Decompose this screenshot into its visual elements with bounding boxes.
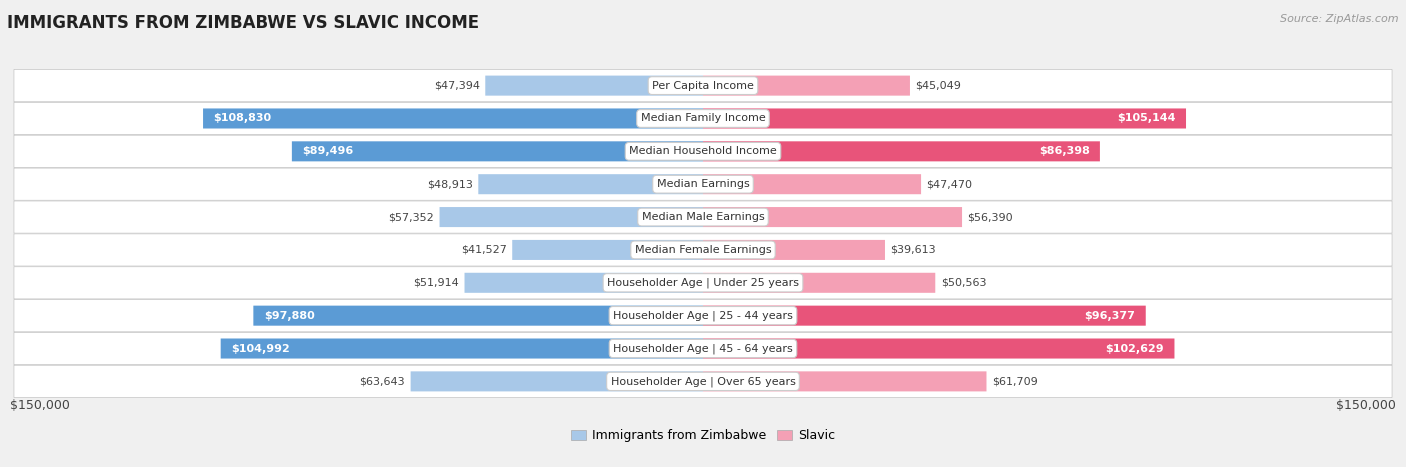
FancyBboxPatch shape — [703, 305, 1146, 325]
Legend: Immigrants from Zimbabwe, Slavic: Immigrants from Zimbabwe, Slavic — [567, 425, 839, 447]
FancyBboxPatch shape — [485, 76, 703, 96]
Text: $51,914: $51,914 — [413, 278, 458, 288]
FancyBboxPatch shape — [478, 174, 703, 194]
Text: $150,000: $150,000 — [1336, 398, 1396, 411]
FancyBboxPatch shape — [703, 174, 921, 194]
Text: IMMIGRANTS FROM ZIMBABWE VS SLAVIC INCOME: IMMIGRANTS FROM ZIMBABWE VS SLAVIC INCOM… — [7, 14, 479, 32]
FancyBboxPatch shape — [14, 299, 1392, 332]
Text: Median Female Earnings: Median Female Earnings — [634, 245, 772, 255]
Text: $47,470: $47,470 — [927, 179, 973, 189]
FancyBboxPatch shape — [703, 371, 987, 391]
Text: $56,390: $56,390 — [967, 212, 1014, 222]
FancyBboxPatch shape — [202, 108, 703, 128]
FancyBboxPatch shape — [512, 240, 703, 260]
Text: $57,352: $57,352 — [388, 212, 434, 222]
FancyBboxPatch shape — [703, 108, 1187, 128]
Text: $41,527: $41,527 — [461, 245, 506, 255]
FancyBboxPatch shape — [464, 273, 703, 293]
Text: $61,709: $61,709 — [993, 376, 1038, 386]
FancyBboxPatch shape — [221, 339, 703, 359]
FancyBboxPatch shape — [253, 305, 703, 325]
Text: Householder Age | 25 - 44 years: Householder Age | 25 - 44 years — [613, 311, 793, 321]
Text: $104,992: $104,992 — [231, 344, 290, 354]
FancyBboxPatch shape — [703, 142, 1099, 162]
FancyBboxPatch shape — [14, 70, 1392, 102]
Text: Householder Age | 45 - 64 years: Householder Age | 45 - 64 years — [613, 343, 793, 354]
Text: $97,880: $97,880 — [264, 311, 315, 321]
FancyBboxPatch shape — [292, 142, 703, 162]
Text: $63,643: $63,643 — [360, 376, 405, 386]
FancyBboxPatch shape — [14, 102, 1392, 134]
FancyBboxPatch shape — [703, 339, 1174, 359]
Text: $102,629: $102,629 — [1105, 344, 1164, 354]
Text: $45,049: $45,049 — [915, 81, 962, 91]
Text: Per Capita Income: Per Capita Income — [652, 81, 754, 91]
FancyBboxPatch shape — [440, 207, 703, 227]
Text: $150,000: $150,000 — [10, 398, 70, 411]
Text: $47,394: $47,394 — [434, 81, 479, 91]
FancyBboxPatch shape — [14, 333, 1392, 365]
Text: $48,913: $48,913 — [427, 179, 472, 189]
Text: Median Household Income: Median Household Income — [628, 146, 778, 156]
Text: $86,398: $86,398 — [1039, 146, 1090, 156]
Text: $39,613: $39,613 — [890, 245, 936, 255]
Text: Householder Age | Over 65 years: Householder Age | Over 65 years — [610, 376, 796, 387]
FancyBboxPatch shape — [14, 135, 1392, 168]
Text: $50,563: $50,563 — [941, 278, 986, 288]
Text: Householder Age | Under 25 years: Householder Age | Under 25 years — [607, 277, 799, 288]
Text: $96,377: $96,377 — [1084, 311, 1136, 321]
Text: $105,144: $105,144 — [1118, 113, 1175, 123]
FancyBboxPatch shape — [14, 201, 1392, 233]
Text: Median Earnings: Median Earnings — [657, 179, 749, 189]
FancyBboxPatch shape — [14, 365, 1392, 397]
FancyBboxPatch shape — [14, 267, 1392, 299]
Text: Median Family Income: Median Family Income — [641, 113, 765, 123]
FancyBboxPatch shape — [14, 234, 1392, 266]
FancyBboxPatch shape — [703, 207, 962, 227]
Text: Source: ZipAtlas.com: Source: ZipAtlas.com — [1281, 14, 1399, 24]
FancyBboxPatch shape — [703, 240, 884, 260]
Text: $89,496: $89,496 — [302, 146, 353, 156]
Text: Median Male Earnings: Median Male Earnings — [641, 212, 765, 222]
FancyBboxPatch shape — [411, 371, 703, 391]
FancyBboxPatch shape — [703, 76, 910, 96]
FancyBboxPatch shape — [703, 273, 935, 293]
Text: $108,830: $108,830 — [214, 113, 271, 123]
FancyBboxPatch shape — [14, 168, 1392, 200]
